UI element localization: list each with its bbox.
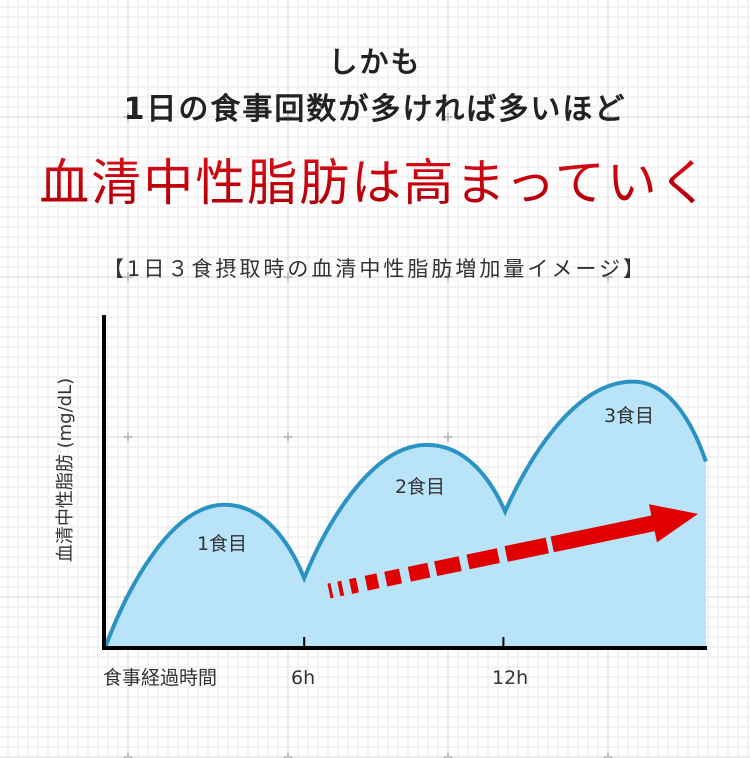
y-axis	[102, 315, 106, 650]
x-axis-label: 食事経過時間	[103, 667, 218, 689]
y-axis-label: 血清中性脂肪 (mg/dL)	[55, 377, 76, 563]
x-tick	[502, 637, 505, 648]
x-tick	[303, 637, 306, 648]
x-axis-ticks	[303, 637, 505, 648]
meal-label-2: 2食目	[394, 476, 446, 498]
x-axis	[102, 646, 707, 650]
meal-label-1: 1食目	[196, 533, 248, 555]
meal-label-3: 3食目	[603, 405, 655, 427]
headline: 血清中性脂肪は高まっていく	[0, 152, 750, 214]
subtitle-text: 1日の食事回数が多ければ多いほど	[123, 92, 627, 127]
x-tick-label-6h: 6h	[291, 667, 316, 689]
chart-title: 【1日３食摂取時の血清中性脂肪増加量イメージ】	[103, 257, 647, 281]
area-fill	[105, 381, 706, 648]
lead-text: しかも	[328, 45, 422, 79]
curve-line	[103, 379, 708, 649]
x-tick-label-12h: 12h	[492, 667, 529, 689]
trend-arrow-icon	[327, 504, 699, 599]
